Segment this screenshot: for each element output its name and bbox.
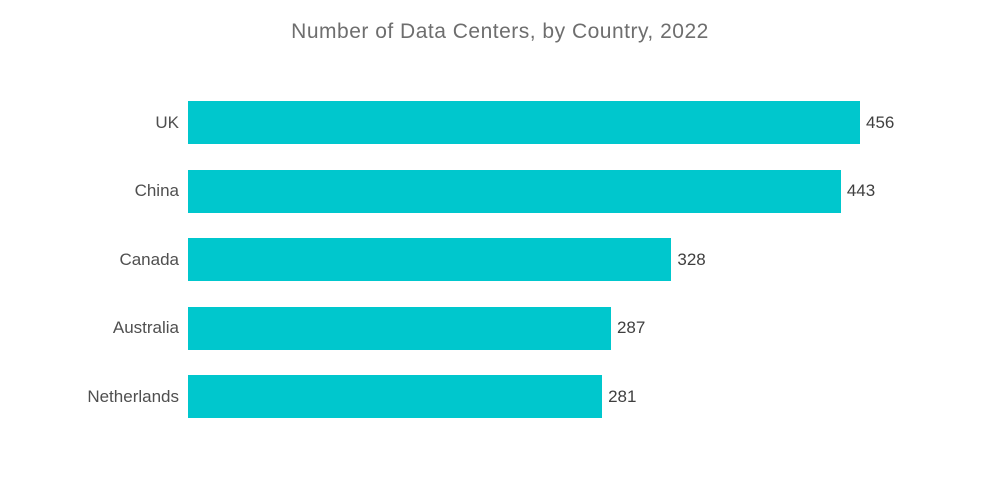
value-label-netherlands: 281 (608, 386, 637, 406)
bar-canada (188, 238, 672, 281)
chart-title: Number of Data Centers, by Country, 2022 (291, 20, 709, 43)
category-label-australia: Australia (112, 318, 179, 337)
bar-row: Netherlands 281 (0, 375, 1000, 418)
bar-row: China 443 (0, 169, 1000, 213)
bar-australia (188, 306, 611, 350)
chart-plot-area: UK 456 China 443 Canada 328 Australia 28… (0, 101, 1000, 418)
bar-uk (188, 101, 860, 144)
category-label-uk: UK (155, 112, 179, 132)
value-label-canada: 328 (677, 249, 706, 269)
bar-row: Canada 328 (0, 238, 1000, 281)
bar-row: Australia 287 (0, 306, 1000, 350)
value-label-uk: 456 (866, 112, 895, 132)
value-label-china: 443 (846, 181, 876, 200)
category-label-canada: Canada (119, 249, 179, 269)
bar-china (188, 169, 841, 213)
bar-row: UK 456 (0, 101, 1000, 144)
value-label-australia: 287 (616, 318, 646, 337)
category-label-china: China (134, 181, 179, 200)
category-label-netherlands: Netherlands (87, 386, 179, 406)
bar-netherlands (188, 375, 603, 418)
